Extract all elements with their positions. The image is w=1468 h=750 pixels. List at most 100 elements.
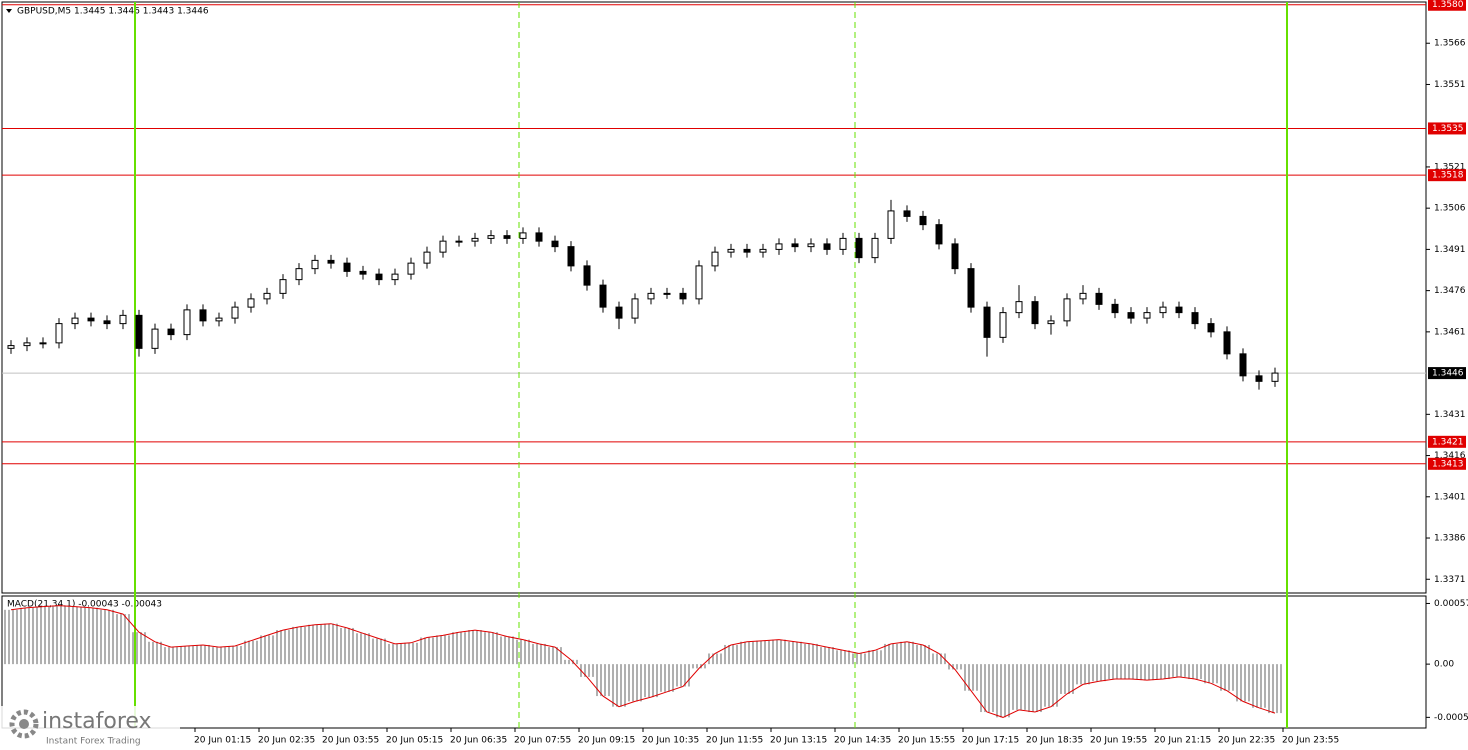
macd-bar	[323, 623, 339, 665]
x-tick-label: 20 Jun 13:15	[770, 736, 827, 746]
macd-bar	[115, 614, 131, 665]
candle-body	[1175, 306, 1183, 314]
macd-bar	[1059, 664, 1075, 694]
candle-body	[359, 270, 367, 275]
logo-core	[19, 719, 29, 729]
candle-body	[55, 323, 63, 344]
y-tick-label: 1.3401	[1434, 492, 1466, 502]
macd-bar	[1267, 664, 1283, 714]
candle-body	[855, 237, 863, 259]
candle-body	[791, 243, 799, 248]
candle-body	[807, 243, 815, 248]
macd-bar	[931, 653, 947, 665]
macd-panel-frame	[1, 595, 1427, 729]
y-tick-label: 1.3566	[1434, 39, 1466, 49]
macd-bar	[19, 607, 35, 665]
candle-body	[519, 232, 527, 239]
signal-line	[10, 605, 1276, 718]
x-tick-label: 20 Jun 17:15	[962, 736, 1019, 746]
logo-gear	[9, 709, 39, 739]
last-price-label: 1.3446	[1432, 369, 1464, 379]
macd-bar	[819, 647, 835, 665]
candle-body	[183, 309, 191, 336]
candle-body	[375, 273, 383, 281]
candle-body	[199, 309, 207, 322]
candle-body	[1031, 301, 1039, 325]
candle-body	[967, 268, 975, 308]
candle-body	[471, 237, 479, 242]
macd-bar	[35, 606, 51, 665]
macd-bar	[771, 639, 787, 665]
x-tick-label: 20 Jun 09:15	[578, 736, 635, 746]
macd-bar	[899, 641, 915, 665]
macd-bar	[707, 653, 723, 665]
candle-body	[919, 215, 927, 226]
candle-body	[935, 224, 943, 245]
macd-bar	[83, 607, 99, 665]
macd-bar	[1171, 664, 1187, 677]
macd-bar	[547, 647, 563, 665]
macd-bar	[275, 630, 291, 665]
x-tick-label: 20 Jun 21:15	[1154, 736, 1211, 746]
macd-bar	[163, 647, 179, 665]
macd-bar	[1107, 664, 1123, 680]
x-tick-label: 20 Jun 23:55	[1282, 736, 1339, 746]
candle-body	[455, 240, 463, 243]
macd-bar	[1011, 664, 1027, 710]
macd-bar	[947, 664, 963, 670]
candle-body	[87, 317, 95, 322]
macd-bar	[883, 643, 899, 665]
candle-body	[871, 237, 879, 259]
candle-body	[151, 328, 159, 349]
x-tick-label: 20 Jun 18:35	[1026, 736, 1083, 746]
candle-body	[983, 306, 991, 338]
macd-title: MACD(21,34,1) -0.00043 -0.00043	[7, 600, 162, 610]
macd-bar	[1091, 664, 1107, 682]
macd-bar	[67, 606, 83, 665]
candle-body	[1255, 375, 1263, 382]
x-tick-label: 20 Jun 19:55	[1090, 736, 1147, 746]
candle-body	[119, 314, 127, 325]
level-label: 1.3413	[1432, 459, 1464, 469]
candle-body	[135, 314, 143, 349]
macd-bar	[739, 641, 755, 665]
macd-bar	[691, 664, 707, 669]
macd-bar	[499, 636, 515, 665]
level-label: 1.3518	[1432, 171, 1464, 181]
candle-body	[631, 298, 639, 319]
macd-bar	[915, 644, 931, 665]
macd-bar	[787, 641, 803, 665]
macd-bar	[1203, 664, 1219, 684]
macd-bar	[627, 664, 643, 702]
candle-body	[423, 251, 431, 264]
x-tick-label: 20 Jun 02:35	[258, 736, 315, 746]
candle-body	[1047, 320, 1055, 325]
macd-bar	[1235, 664, 1251, 702]
x-tick-label: 20 Jun 11:55	[706, 736, 763, 746]
y-tick-label: 1.3431	[1434, 410, 1466, 420]
candle-body	[759, 248, 767, 253]
macd-bar	[195, 644, 211, 665]
macd-bar	[387, 643, 403, 665]
level-label-box	[1428, 457, 1466, 470]
x-tick-label: 20 Jun 10:35	[642, 736, 699, 746]
macd-bar	[227, 646, 243, 665]
candle-body	[743, 248, 751, 253]
macd-bar	[307, 624, 323, 665]
y-tick-label: 1.3491	[1434, 245, 1466, 255]
candle-body	[999, 312, 1007, 338]
y-tick-label: 1.3476	[1434, 286, 1466, 296]
macd-bar	[1251, 664, 1267, 708]
candle-body	[1239, 353, 1247, 377]
candle-body	[215, 317, 223, 322]
collapse-arrow	[6, 9, 12, 13]
macd-bar	[435, 635, 451, 665]
y-tick-label: 1.3461	[1434, 327, 1466, 337]
x-tick-label: 20 Jun 07:55	[514, 736, 571, 746]
candle-body	[823, 243, 831, 250]
candle-body	[903, 210, 911, 217]
y-tick-label: 0.00057	[1434, 599, 1468, 609]
candle-body	[551, 240, 559, 248]
